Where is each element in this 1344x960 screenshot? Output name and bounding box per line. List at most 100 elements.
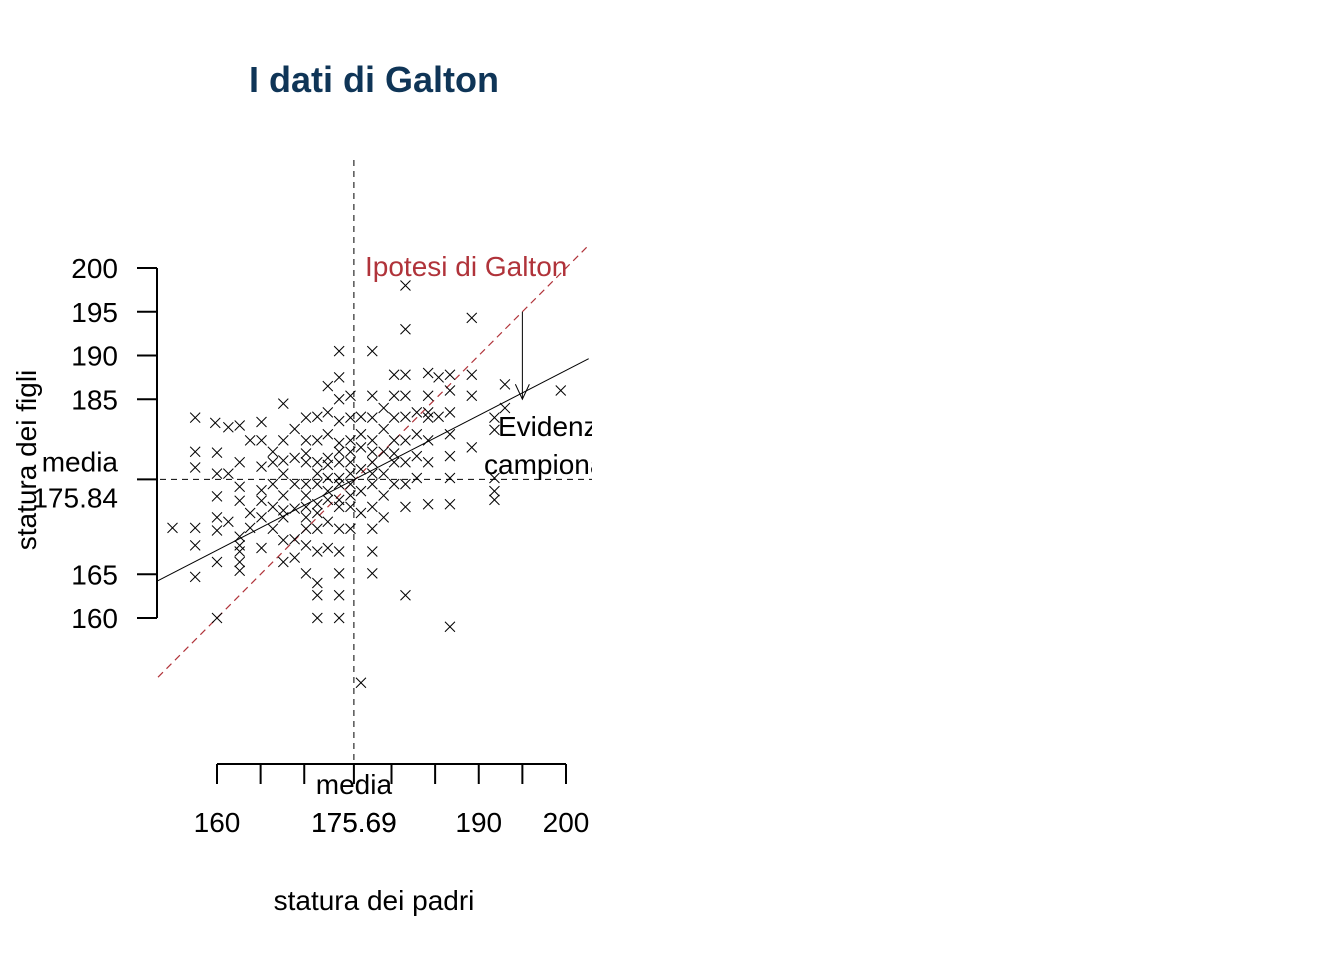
data-point-stroke	[311, 435, 323, 446]
data-point-stroke	[211, 556, 223, 568]
data-point-stroke	[489, 472, 500, 484]
data-point-stroke	[311, 612, 323, 624]
data-point	[189, 540, 201, 551]
data-point	[400, 280, 411, 291]
data-point-stroke	[489, 412, 500, 423]
data-point	[267, 456, 279, 468]
data-point-stroke	[300, 501, 312, 513]
data-point-stroke	[422, 456, 434, 468]
data-point-stroke	[300, 523, 312, 535]
data-point-stroke	[345, 490, 356, 501]
axes: 160 175.69 190 200 media 160 165 185 190 195 200 me…	[32, 253, 589, 838]
data-point-stroke	[444, 450, 456, 462]
data-point	[300, 512, 312, 523]
data-point	[300, 412, 312, 423]
data-point	[256, 512, 267, 523]
data-point	[422, 456, 434, 468]
data-point	[234, 456, 246, 468]
data-point	[333, 612, 345, 624]
data-point-stroke	[333, 372, 345, 383]
data-point	[355, 442, 367, 453]
data-point	[300, 501, 312, 513]
data-point-stroke	[444, 428, 456, 440]
data-point-stroke	[444, 621, 456, 633]
data-point	[366, 456, 378, 468]
data-point-stroke	[256, 461, 267, 472]
data-point-stroke	[345, 478, 356, 490]
data-point-stroke	[355, 507, 367, 519]
data-point-stroke	[422, 412, 434, 423]
data-point-stroke	[433, 411, 444, 423]
data-point	[211, 491, 223, 502]
data-point-stroke	[300, 412, 312, 423]
data-point	[311, 523, 323, 535]
x-mean-label-line1: media	[316, 769, 393, 800]
data-point-stroke	[499, 402, 511, 414]
data-point	[366, 390, 378, 402]
x-tick-label: 200	[543, 807, 590, 838]
data-point-stroke	[322, 380, 334, 392]
data-point	[289, 552, 301, 563]
data-point-stroke	[311, 456, 323, 468]
data-point-stroke	[189, 540, 201, 551]
data-point	[411, 407, 423, 418]
x-mean-label-line2: 175.69	[311, 807, 397, 838]
data-point-stroke	[267, 523, 279, 535]
data-point	[333, 523, 345, 535]
data-point-stroke	[378, 446, 390, 458]
data-point-stroke	[345, 468, 356, 479]
data-point	[400, 478, 411, 490]
data-point	[444, 369, 456, 381]
data-point-stroke	[345, 435, 356, 446]
data-point	[333, 494, 345, 506]
data-point-stroke	[289, 503, 301, 514]
data-point-stroke	[289, 478, 301, 490]
data-point	[366, 568, 378, 579]
data-point	[378, 468, 390, 479]
data-point	[422, 435, 434, 446]
data-point-stroke	[388, 478, 400, 490]
data-point	[366, 435, 378, 446]
data-point-stroke	[256, 435, 267, 446]
data-point-stroke	[366, 456, 378, 468]
data-point	[277, 534, 289, 546]
data-point	[444, 407, 456, 418]
data-point-stroke	[333, 472, 345, 484]
data-point-stroke	[300, 512, 312, 523]
data-point-stroke	[311, 498, 323, 510]
data-point-stroke	[322, 459, 334, 471]
data-point-stroke	[234, 556, 246, 568]
data-point-stroke	[345, 412, 356, 423]
data-point-stroke	[345, 456, 356, 468]
data-point-stroke	[277, 490, 289, 501]
data-point	[400, 456, 411, 468]
data-point	[311, 546, 323, 557]
y-tick-label: 160	[71, 603, 118, 634]
data-point-stroke	[211, 491, 223, 502]
data-point	[333, 546, 345, 557]
data-point-stroke	[489, 485, 500, 497]
data-point	[333, 345, 345, 357]
data-point-stroke	[422, 367, 434, 379]
data-point-stroke	[300, 478, 312, 490]
data-point-stroke	[300, 448, 312, 459]
data-point	[366, 345, 378, 357]
data-point-stroke	[277, 398, 289, 409]
data-point-stroke	[333, 393, 345, 405]
data-point-stroke	[311, 468, 323, 479]
data-point-stroke	[189, 571, 201, 583]
data-point	[211, 447, 223, 458]
data-point	[300, 568, 312, 579]
data-point	[222, 468, 234, 479]
data-point	[466, 369, 478, 381]
data-point	[345, 456, 356, 468]
data-point	[277, 556, 289, 568]
data-point-stroke	[555, 385, 567, 396]
data-point	[311, 612, 323, 624]
chart-title: I dati di Galton	[249, 59, 499, 100]
data-point	[322, 459, 334, 471]
data-point-stroke	[267, 456, 279, 468]
data-point-stroke	[400, 323, 411, 335]
data-point-stroke	[322, 428, 334, 440]
y-tick-label: 200	[71, 253, 118, 284]
